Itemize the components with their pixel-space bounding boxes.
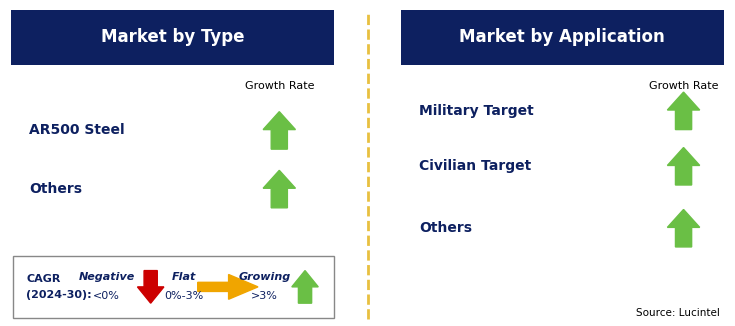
Text: >3%: >3% — [251, 291, 278, 301]
Polygon shape — [667, 209, 700, 247]
Polygon shape — [263, 170, 295, 208]
Text: Growth Rate: Growth Rate — [245, 82, 314, 91]
Text: Market by Application: Market by Application — [459, 28, 665, 47]
Polygon shape — [667, 92, 700, 129]
Text: Source: Lucintel: Source: Lucintel — [637, 308, 720, 318]
Text: Growth Rate: Growth Rate — [649, 82, 718, 91]
Text: Others: Others — [29, 182, 82, 196]
Text: 0%-3%: 0%-3% — [164, 291, 204, 301]
Polygon shape — [292, 271, 318, 303]
Polygon shape — [263, 111, 295, 149]
Polygon shape — [137, 271, 164, 303]
Text: Flat: Flat — [171, 272, 196, 282]
Text: Military Target: Military Target — [419, 104, 534, 118]
Polygon shape — [198, 274, 258, 299]
Text: Growing: Growing — [238, 272, 291, 282]
Text: Negative: Negative — [79, 272, 135, 282]
Bar — [13, 256, 334, 318]
Text: Market by Type: Market by Type — [101, 28, 245, 47]
Bar — [401, 10, 724, 65]
Text: Others: Others — [419, 221, 472, 235]
Bar — [11, 10, 334, 65]
Text: Civilian Target: Civilian Target — [419, 159, 531, 173]
Text: AR500 Steel: AR500 Steel — [29, 124, 125, 137]
Text: CAGR: CAGR — [26, 274, 61, 284]
Polygon shape — [667, 147, 700, 185]
Text: <0%: <0% — [93, 291, 120, 301]
Text: (2024-30):: (2024-30): — [26, 290, 92, 300]
